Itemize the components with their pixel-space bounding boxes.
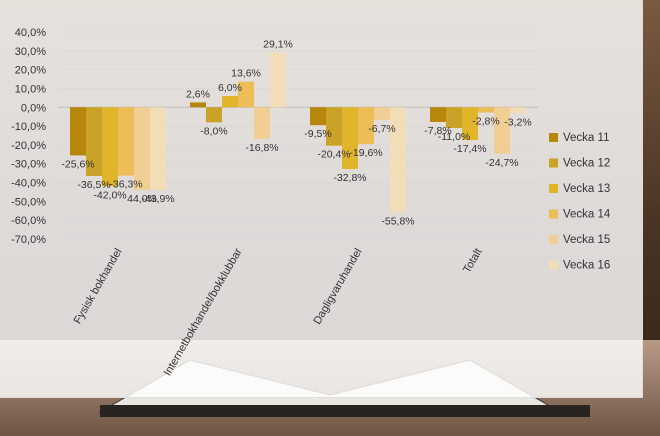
data-label: -17,4%: [453, 143, 486, 155]
bar: [118, 107, 134, 176]
y-tick-label: 20,0%: [15, 65, 46, 77]
category-label: Fysisk bokhandel: [72, 247, 125, 327]
legend-swatch: [549, 235, 558, 244]
y-tick-label: 10,0%: [15, 83, 46, 95]
y-tick-label: -40,0%: [11, 178, 46, 190]
bar: [270, 52, 286, 108]
bar: [374, 107, 390, 120]
y-tick-label: 30,0%: [15, 46, 46, 58]
bar: [206, 107, 222, 123]
bar: [326, 107, 342, 146]
legend-label: Vecka 11: [563, 132, 609, 144]
data-label: 6,0%: [218, 82, 242, 94]
category-label: Internetbokhandel/bokklubbar: [162, 246, 245, 378]
legend-swatch: [549, 209, 558, 219]
bar: [134, 107, 150, 191]
bar: [310, 107, 326, 126]
y-tick-label: -50,0%: [11, 196, 46, 208]
data-labels: -25,6% 2,6% -9,5% -7,8% -36,5% -8,0% -20,4% -11…: [61, 39, 531, 228]
data-label: -8,0%: [200, 125, 227, 137]
data-label: -9,5%: [304, 128, 331, 140]
bar: [86, 107, 102, 176]
data-label: 2,6%: [186, 88, 210, 100]
y-tick-label: -70,0%: [11, 234, 46, 246]
data-label: -32,8%: [333, 172, 366, 184]
legend-label: Vecka 13: [563, 183, 610, 195]
y-tick-label: -60,0%: [11, 215, 46, 227]
bar: [102, 107, 118, 187]
y-tick-label: -30,0%: [11, 159, 46, 171]
bar: [358, 107, 374, 145]
bar: [446, 107, 462, 128]
bar: [510, 107, 526, 114]
data-label: 44,0%: [127, 193, 157, 205]
bar: [150, 107, 166, 190]
data-label: -2,8%: [472, 116, 499, 128]
legend-label: Vecka 16: [563, 260, 610, 272]
data-label: -36,3%: [109, 179, 142, 191]
legend-label: Vecka 12: [563, 158, 610, 170]
data-label: -16,8%: [245, 142, 278, 154]
legend-swatch: [549, 260, 558, 270]
y-axis-tick-labels: 40,0% 30,0% 20,0% 10,0% 0,0% -10,0% -20,0% -30,…: [11, 27, 46, 246]
legend-swatch: [549, 158, 558, 168]
data-label: -43,9%: [141, 193, 174, 205]
y-tick-label: -10,0%: [11, 121, 46, 133]
chart-panel: [0, 0, 643, 398]
data-label: -6,7%: [368, 123, 395, 135]
data-label: -25,6%: [61, 158, 94, 170]
bars: [70, 52, 526, 213]
bar: [478, 107, 494, 113]
bar: [190, 102, 206, 108]
legend-label: Vecka 15: [563, 234, 610, 246]
data-label: -19,6%: [349, 147, 382, 159]
legend-swatch: [549, 184, 558, 193]
data-label: -24,7%: [485, 157, 518, 169]
bar: [238, 81, 254, 108]
y-tick-label: 40,0%: [15, 27, 46, 39]
data-label: -36,5%: [77, 179, 110, 191]
bar: [390, 107, 406, 213]
bar: [254, 107, 270, 139]
y-tick-label: -20,0%: [11, 140, 46, 152]
bar: [462, 107, 478, 141]
category-label: Dagligvaruhandel: [311, 247, 364, 327]
bar: [70, 107, 86, 156]
data-label: -42,0%: [93, 189, 126, 201]
data-label: -55,8%: [381, 215, 414, 227]
bar: [430, 107, 446, 122]
data-label: -3,2%: [504, 116, 531, 128]
legend: Vecka 11 Vecka 12 Vecka 13 Vecka 14 Vecka 15…: [549, 132, 611, 272]
bar: [342, 107, 358, 169]
bar: [222, 95, 238, 108]
bar: [494, 107, 510, 154]
legend-swatch: [549, 133, 558, 142]
data-label: -7,8%: [424, 125, 451, 137]
category-labels: Fysisk bokhandel Internetbokhandel/bokklu…: [72, 246, 485, 378]
y-tick-label: 0,0%: [21, 102, 46, 114]
data-label: -20,4%: [317, 149, 350, 161]
legend-label: Vecka 14: [563, 209, 611, 221]
data-label: 13,6%: [231, 68, 261, 80]
data-label: -11,0%: [438, 131, 471, 143]
data-label: 29,1%: [263, 39, 293, 51]
category-label: Totalt: [461, 247, 485, 276]
